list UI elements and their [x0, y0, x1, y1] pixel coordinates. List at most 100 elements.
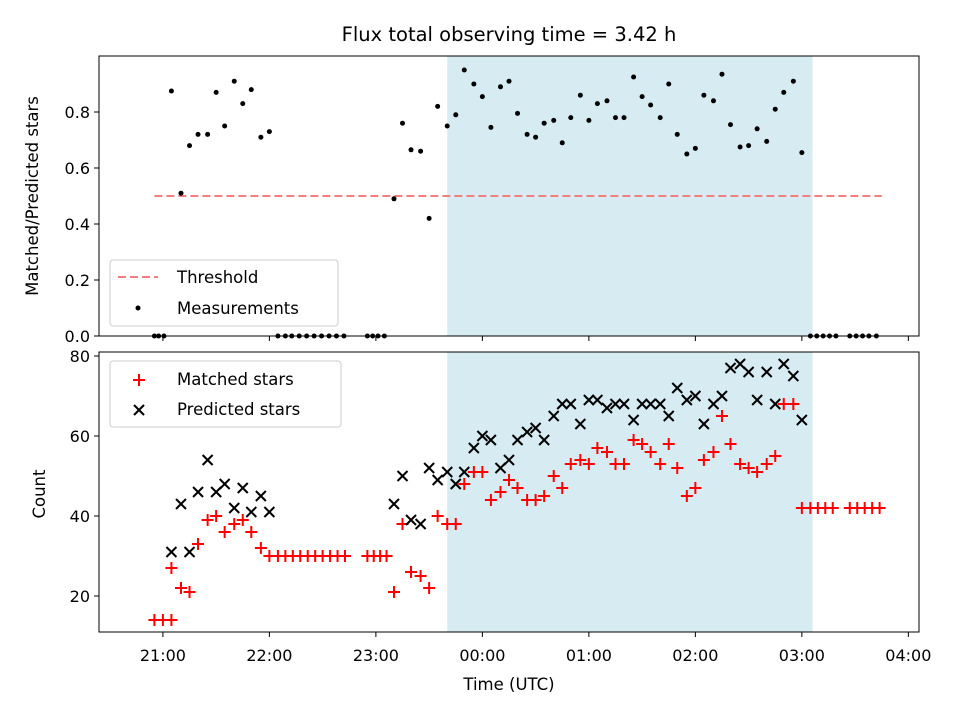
measurement-point [258, 134, 264, 140]
measurement-point [604, 98, 610, 104]
predicted-star-marker [263, 506, 276, 518]
top-y-tick-label: 0.8 [65, 103, 90, 122]
matched-star-marker [671, 462, 684, 474]
predicted-star-marker [565, 398, 577, 410]
measurement-point [408, 147, 414, 153]
count-panel: 20 40 60 80 21:00 22:00 23:00 00:00 01:00 02:00 0… [30, 347, 931, 694]
top-y-tick-label: 0.4 [65, 215, 90, 234]
measurement-point [631, 74, 637, 80]
predicted-star-marker [548, 410, 560, 422]
measurement-point [754, 126, 760, 132]
measurement-point [666, 81, 672, 87]
predicted-star-marker [627, 414, 640, 426]
predicted-star-marker [245, 506, 257, 518]
matched-star-marker [484, 494, 497, 506]
predicted-star-marker [503, 454, 515, 466]
measurement-point [612, 115, 618, 121]
matched-star-marker [236, 514, 249, 526]
predicted-star-marker [218, 478, 231, 490]
measurement-point [657, 115, 663, 121]
matched-star-marker [183, 586, 196, 598]
measurement-point [728, 122, 734, 128]
measurement-point [497, 84, 503, 90]
observing-window-bottom [447, 352, 813, 632]
matched-star-marker [458, 478, 471, 490]
bottom-y-tick-label: 60 [70, 427, 90, 446]
matched-star-marker [423, 582, 436, 594]
bottom-x-tick-label: 03:00 [779, 646, 825, 665]
predicted-star-marker [644, 398, 657, 410]
predicted-star-marker [201, 454, 214, 466]
legend-matched-swatch [133, 374, 145, 386]
legend-predicted-swatch [133, 404, 145, 416]
matched-star-marker [165, 562, 178, 574]
matched-star-marker [201, 514, 214, 526]
predicted-star-marker [796, 414, 808, 426]
predicted-star-marker [405, 514, 417, 526]
bottom-y-axis-label: Count [30, 469, 49, 519]
predicted-star-marker [769, 398, 781, 410]
predicted-star-marker [724, 362, 737, 374]
measurement-point [781, 89, 787, 95]
measurement-point [559, 140, 565, 146]
matched-star-marker [431, 510, 444, 522]
measurement-point [684, 151, 690, 157]
predicted-star-marker [574, 418, 587, 430]
measurement-points [151, 67, 879, 339]
measurement-point [586, 117, 592, 123]
measurement-point [205, 131, 211, 137]
chart-title: Flux total observing time = 3.42 h [342, 23, 677, 46]
top-axes-frame [98, 55, 920, 337]
top-legend: Threshold Measurements [109, 259, 339, 327]
measurement-point [453, 112, 459, 118]
measurement-point [479, 94, 485, 100]
matched-star-marker [387, 586, 400, 598]
predicted-star-marker [654, 398, 666, 410]
measurement-point [178, 190, 184, 196]
matched-star-marker [380, 550, 393, 562]
matched-star-marker [600, 446, 613, 458]
matched-star-marker [644, 446, 657, 458]
predicted-star-marker [698, 418, 710, 430]
measurement-point [248, 87, 254, 93]
predicted-star-marker [778, 358, 790, 370]
measurement-point [674, 131, 680, 137]
measurement-point [471, 81, 477, 87]
measurement-point [692, 145, 698, 151]
measurement-point [426, 215, 432, 221]
measurement-point [701, 92, 707, 98]
matched-star-marker [582, 458, 595, 470]
measurement-point [710, 98, 716, 104]
matched-star-marker [556, 482, 569, 494]
bottom-y-tick-label: 40 [70, 507, 90, 526]
predicted-star-marker [618, 398, 630, 410]
measurement-point [541, 120, 547, 126]
matched-star-marker [787, 398, 800, 410]
matched-star-marker [254, 542, 267, 554]
measurement-point [435, 103, 441, 109]
matched-stars-points [148, 398, 886, 626]
matched-star-marker [715, 410, 728, 422]
matched-star-marker [449, 518, 462, 530]
matched-star-marker [339, 550, 351, 562]
matched-star-marker [618, 458, 631, 470]
matched-star-marker [636, 438, 649, 450]
predicted-star-marker [414, 518, 427, 530]
matched-star-marker [503, 474, 515, 486]
predicted-star-marker [511, 434, 524, 446]
measurement-point [746, 143, 752, 149]
predicted-star-marker [441, 466, 453, 478]
matched-star-marker [742, 462, 755, 474]
measurement-point [391, 196, 397, 202]
predicted-star-marker [636, 398, 648, 410]
measurement-point [240, 101, 246, 107]
predicted-star-marker [751, 394, 763, 406]
top-y-tick-label: 0.6 [65, 159, 90, 178]
predicted-star-marker [476, 430, 489, 442]
matched-star-marker [769, 450, 782, 462]
matched-star-marker [662, 438, 675, 450]
matched-star-marker [218, 526, 231, 538]
legend-predicted-label: Predicted stars [177, 400, 300, 419]
bottom-y-ticks: 20 40 60 80 [70, 347, 99, 606]
bottom-x-tick-label: 00:00 [459, 646, 505, 665]
